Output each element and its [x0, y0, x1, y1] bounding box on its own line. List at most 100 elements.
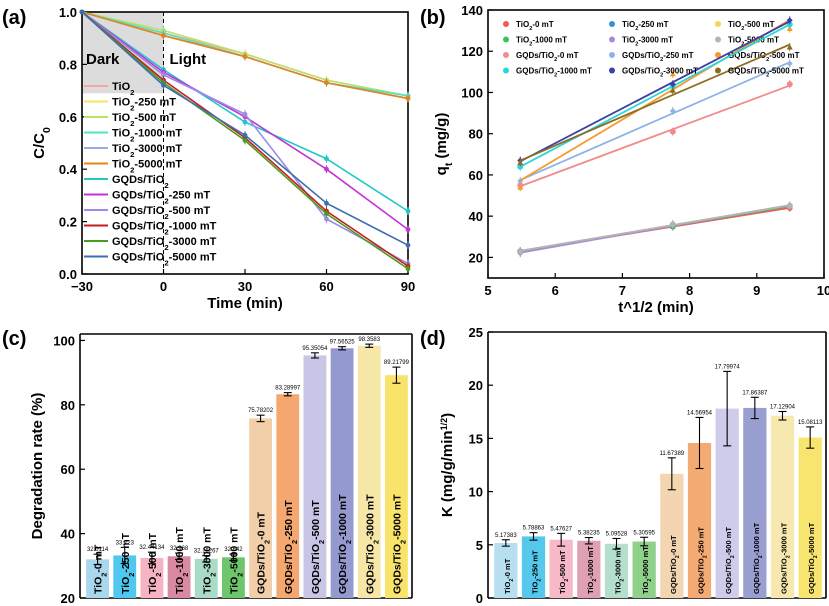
plot-frame: [487, 9, 825, 279]
y-tick-label: 100: [53, 333, 75, 348]
category-label: TiO2-3000 mT: [201, 526, 217, 594]
fit-line: [520, 204, 790, 252]
data-label: 11.67389: [660, 451, 685, 457]
panel-label-c: (c): [2, 328, 26, 350]
x-tick-label: 9: [753, 283, 760, 298]
data-label: 95.35054: [302, 346, 328, 352]
legend-entry: GQDs/TiO2-500 mT: [728, 51, 800, 63]
y-tick-label: 80: [61, 398, 75, 413]
category-label: TiO2-5000 mT: [228, 526, 244, 594]
bar: [549, 539, 573, 598]
data-point: [786, 81, 793, 88]
panel-a-line-chart: Dark Light −30 0 30 60 90 0.0 0.2 0.4 0.6 0.8 1.0 Tim…: [31, 5, 415, 312]
legend-entry: GQDs/TiO2-1000 mT: [112, 221, 217, 237]
y-tick-label: 20: [61, 591, 75, 606]
y-tick-label: 10: [469, 485, 483, 500]
y-tick-label: 0.2: [59, 215, 77, 230]
data-label: 5.30595: [633, 530, 655, 536]
y-tick-label: 0.8: [59, 57, 77, 72]
bar: [167, 556, 191, 598]
legend-entry: TiO2-500 mT: [112, 112, 176, 128]
data-label: 5.78863: [523, 526, 545, 532]
legend-entry: TiO2-250 mT: [112, 97, 176, 113]
bar: [715, 408, 739, 598]
data-label: 98.3583: [358, 337, 380, 343]
data-label: 89.21799: [384, 360, 410, 366]
category-label: TiO2-5000 mT: [641, 546, 653, 594]
y-tick-label: 0: [476, 591, 483, 606]
legend-entry: TiO2: [112, 81, 134, 97]
category-label: GQDs/TiO2-3000 mT: [364, 494, 380, 594]
y-tick-label: 20: [469, 378, 483, 393]
data-point: [517, 163, 524, 170]
data-point: [517, 159, 524, 165]
category-label: GQDs/TiO2-250 mT: [283, 500, 299, 594]
legend-marker: [715, 21, 721, 27]
data-point: [669, 81, 676, 88]
legend-entry: TiO2-500 mT: [728, 20, 775, 32]
data-point: [786, 60, 793, 67]
y-axis-label: K (mg/g/min1/2): [439, 413, 456, 517]
category-label: GQDs/TiO2-500 mT: [310, 500, 326, 594]
data-label: 32.16267: [194, 549, 220, 555]
y-tick-label: 0.4: [59, 162, 78, 177]
data-point: [786, 44, 793, 50]
category-label: GQDs/TiO2-1000 mT: [752, 522, 764, 594]
fit-line: [519, 18, 791, 182]
legend-entry: GQDs/TiO2-3000 mT: [112, 236, 217, 252]
bar: [276, 394, 300, 598]
data-label: 15.08113: [798, 420, 823, 426]
y-tick-label: 5: [476, 538, 483, 553]
legend-marker: [715, 67, 721, 74]
x-tick-label: 60: [319, 279, 333, 294]
legend-marker: [609, 52, 615, 58]
bar: [194, 558, 218, 598]
data-label: 83.28997: [275, 386, 301, 392]
y-axis-label: qt (mg/g): [433, 113, 455, 176]
data-label: 32.0114: [87, 547, 109, 553]
x-tick-label: 90: [401, 279, 415, 294]
legend-entry: TiO2-0 mT: [516, 20, 554, 32]
category-label: TiO2-1000 mT: [586, 546, 598, 594]
data-label: 32.642: [224, 547, 243, 553]
category-label: GQDs/TiO2-250 mT: [697, 527, 709, 594]
bar: [604, 543, 629, 598]
category-label: TiO2-250 mT: [120, 532, 136, 594]
fit-line: [519, 20, 791, 163]
y-axis-label: C/C0: [31, 127, 53, 159]
x-tick-label: 0: [160, 279, 167, 294]
data-label: 17.86387: [742, 390, 768, 396]
bar: [249, 418, 272, 598]
fit-line: [519, 84, 791, 188]
data-point: [669, 87, 676, 93]
legend-entry: TiO2-3000 mT: [622, 36, 673, 48]
bar: [140, 557, 164, 598]
y-tick-label: 140: [461, 3, 483, 18]
legend-entry: GQDs/TiO2-250 mT: [112, 190, 211, 206]
bar: [798, 437, 822, 598]
x-axis-label: Time (min): [207, 295, 283, 312]
bar: [222, 557, 245, 598]
category-label: TiO2-500 mT: [558, 550, 570, 594]
data-label: 17.79974: [715, 364, 741, 370]
bar: [385, 375, 408, 598]
panel-label-b: (b): [420, 7, 446, 29]
legend-entry: GQDs/TiO2-3000 mT: [622, 67, 698, 79]
y-tick-label: 0.0: [59, 267, 77, 282]
data-label: 5.17383: [495, 533, 517, 539]
y-tick-label: 100: [461, 85, 483, 100]
bar: [113, 555, 137, 598]
x-tick-label: 10: [817, 283, 829, 298]
category-label: TiO2-250 mT: [531, 550, 543, 594]
legend-marker: [609, 67, 615, 74]
legend-entry: GQDs/TiO2-0 mT: [516, 51, 579, 63]
y-tick-label: 80: [469, 127, 483, 142]
bar: [357, 345, 381, 598]
x-tick-label: 8: [686, 283, 693, 298]
y-tick-label: 40: [469, 209, 483, 224]
x-tick-label: 5: [484, 283, 491, 298]
bar: [632, 541, 656, 598]
bar: [303, 355, 327, 598]
